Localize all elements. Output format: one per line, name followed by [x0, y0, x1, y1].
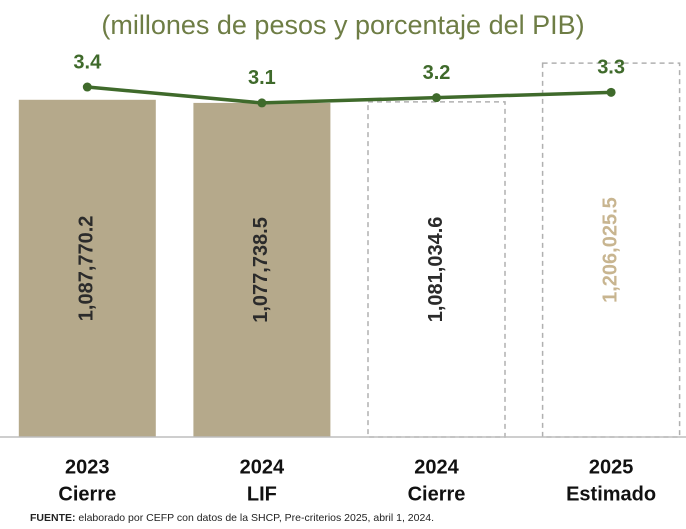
line-marker — [432, 93, 441, 103]
line-series — [87, 85, 612, 105]
x-tick-label: 2024 — [414, 456, 459, 478]
x-tick-label: Cierre — [408, 483, 466, 505]
x-tick-label: 2024 — [240, 456, 285, 478]
line-value-label: 3.1 — [248, 67, 276, 89]
line-marker — [606, 87, 616, 97]
line-marker — [257, 98, 267, 108]
source-text: elaborado por CEFP con datos de la SHCP,… — [78, 512, 434, 524]
bar-value-label: 1,077,738.5 — [250, 217, 272, 323]
x-tick-label: Cierre — [58, 483, 116, 505]
source-label: FUENTE: — [30, 512, 76, 524]
line-value-label: 3.2 — [423, 62, 451, 84]
x-tick-label: LIF — [247, 483, 277, 505]
line-value-label: 3.4 — [73, 51, 102, 73]
line-marker — [82, 82, 92, 92]
bar — [193, 102, 331, 437]
bar-value-label: 1,081,034.6 — [425, 217, 447, 323]
source-note: FUENTE: elaborado por CEFP con datos de … — [30, 512, 434, 524]
line-value-label: 3.3 — [597, 57, 625, 79]
bar-value-label: 1,087,770.2 — [76, 216, 98, 322]
chart-title: (millones de pesos y porcentaje del PIB) — [101, 10, 584, 40]
x-tick-label: Estimado — [566, 483, 656, 505]
x-tick-label: 2025 — [589, 456, 634, 478]
x-tick-label: 2023 — [65, 456, 110, 478]
bar-value-label: 1,206,025.5 — [599, 197, 621, 303]
bar — [18, 99, 156, 438]
